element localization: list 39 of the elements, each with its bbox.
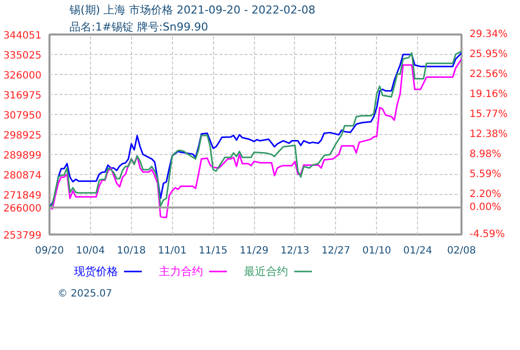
y-tick-label: 280874 <box>3 170 42 182</box>
y-tick-label: 298925 <box>3 130 42 142</box>
x-tick-label: 11/15 <box>198 246 228 256</box>
y-tick-label: 326000 <box>3 70 42 82</box>
y2-tick-label: -4.59% <box>470 229 505 240</box>
y2-tick-label: 19.16% <box>470 89 508 100</box>
text: © 2025.07 <box>58 288 112 300</box>
y2-tick-label: 8.98% <box>470 149 502 160</box>
y2-tick-label: 15.77% <box>470 108 508 120</box>
y-tick-label: 316975 <box>3 90 42 102</box>
y2-tick-label: 22.56% <box>470 68 508 80</box>
x-tick-label: 10/18 <box>116 246 146 256</box>
y2-tick-label: 29.34% <box>470 29 508 40</box>
x-tick-label: 10/04 <box>76 246 105 256</box>
chart-title: 锡(期) 上海 市场价格 2021-09-20 - 2022-02-08 <box>68 4 316 16</box>
y-tick-label: 307950 <box>3 110 42 122</box>
legend-label: 现货价格 <box>74 265 118 278</box>
y-tick-label: 335025 <box>3 50 42 62</box>
y2-tick-label: 12.38% <box>470 128 508 140</box>
chart-subtitle: 品名:1#锡锭 牌号:Sn99.90 <box>70 20 208 34</box>
legend-label: 最近合约 <box>244 265 288 278</box>
y-tick-label: 289899 <box>3 150 42 162</box>
y2-tick-label: 0.00% <box>470 202 502 213</box>
x-tick-label: 11/29 <box>240 246 268 256</box>
legend-label: 主力合约 <box>158 265 203 278</box>
x-tick-label: 01/10 <box>362 246 392 256</box>
y2-tick-label: 2.20% <box>470 188 502 200</box>
y-tick-label: 266000 <box>3 203 42 214</box>
x-tick-label: 11/01 <box>158 246 187 256</box>
y2-tick-label: 5.59% <box>470 168 502 180</box>
x-tick-label: 09/20 <box>35 246 64 256</box>
x-tick-label: 12/27 <box>321 246 350 256</box>
y-tick-label: 344051 <box>3 30 42 42</box>
y-tick-label: 271849 <box>3 190 42 202</box>
y2-tick-label: 25.95% <box>470 48 508 60</box>
x-tick-label: 02/08 <box>447 246 476 256</box>
y-tick-label: 253799 <box>3 230 42 242</box>
x-tick-label: 12/13 <box>280 246 310 256</box>
x-tick-label: 01/24 <box>403 246 432 256</box>
